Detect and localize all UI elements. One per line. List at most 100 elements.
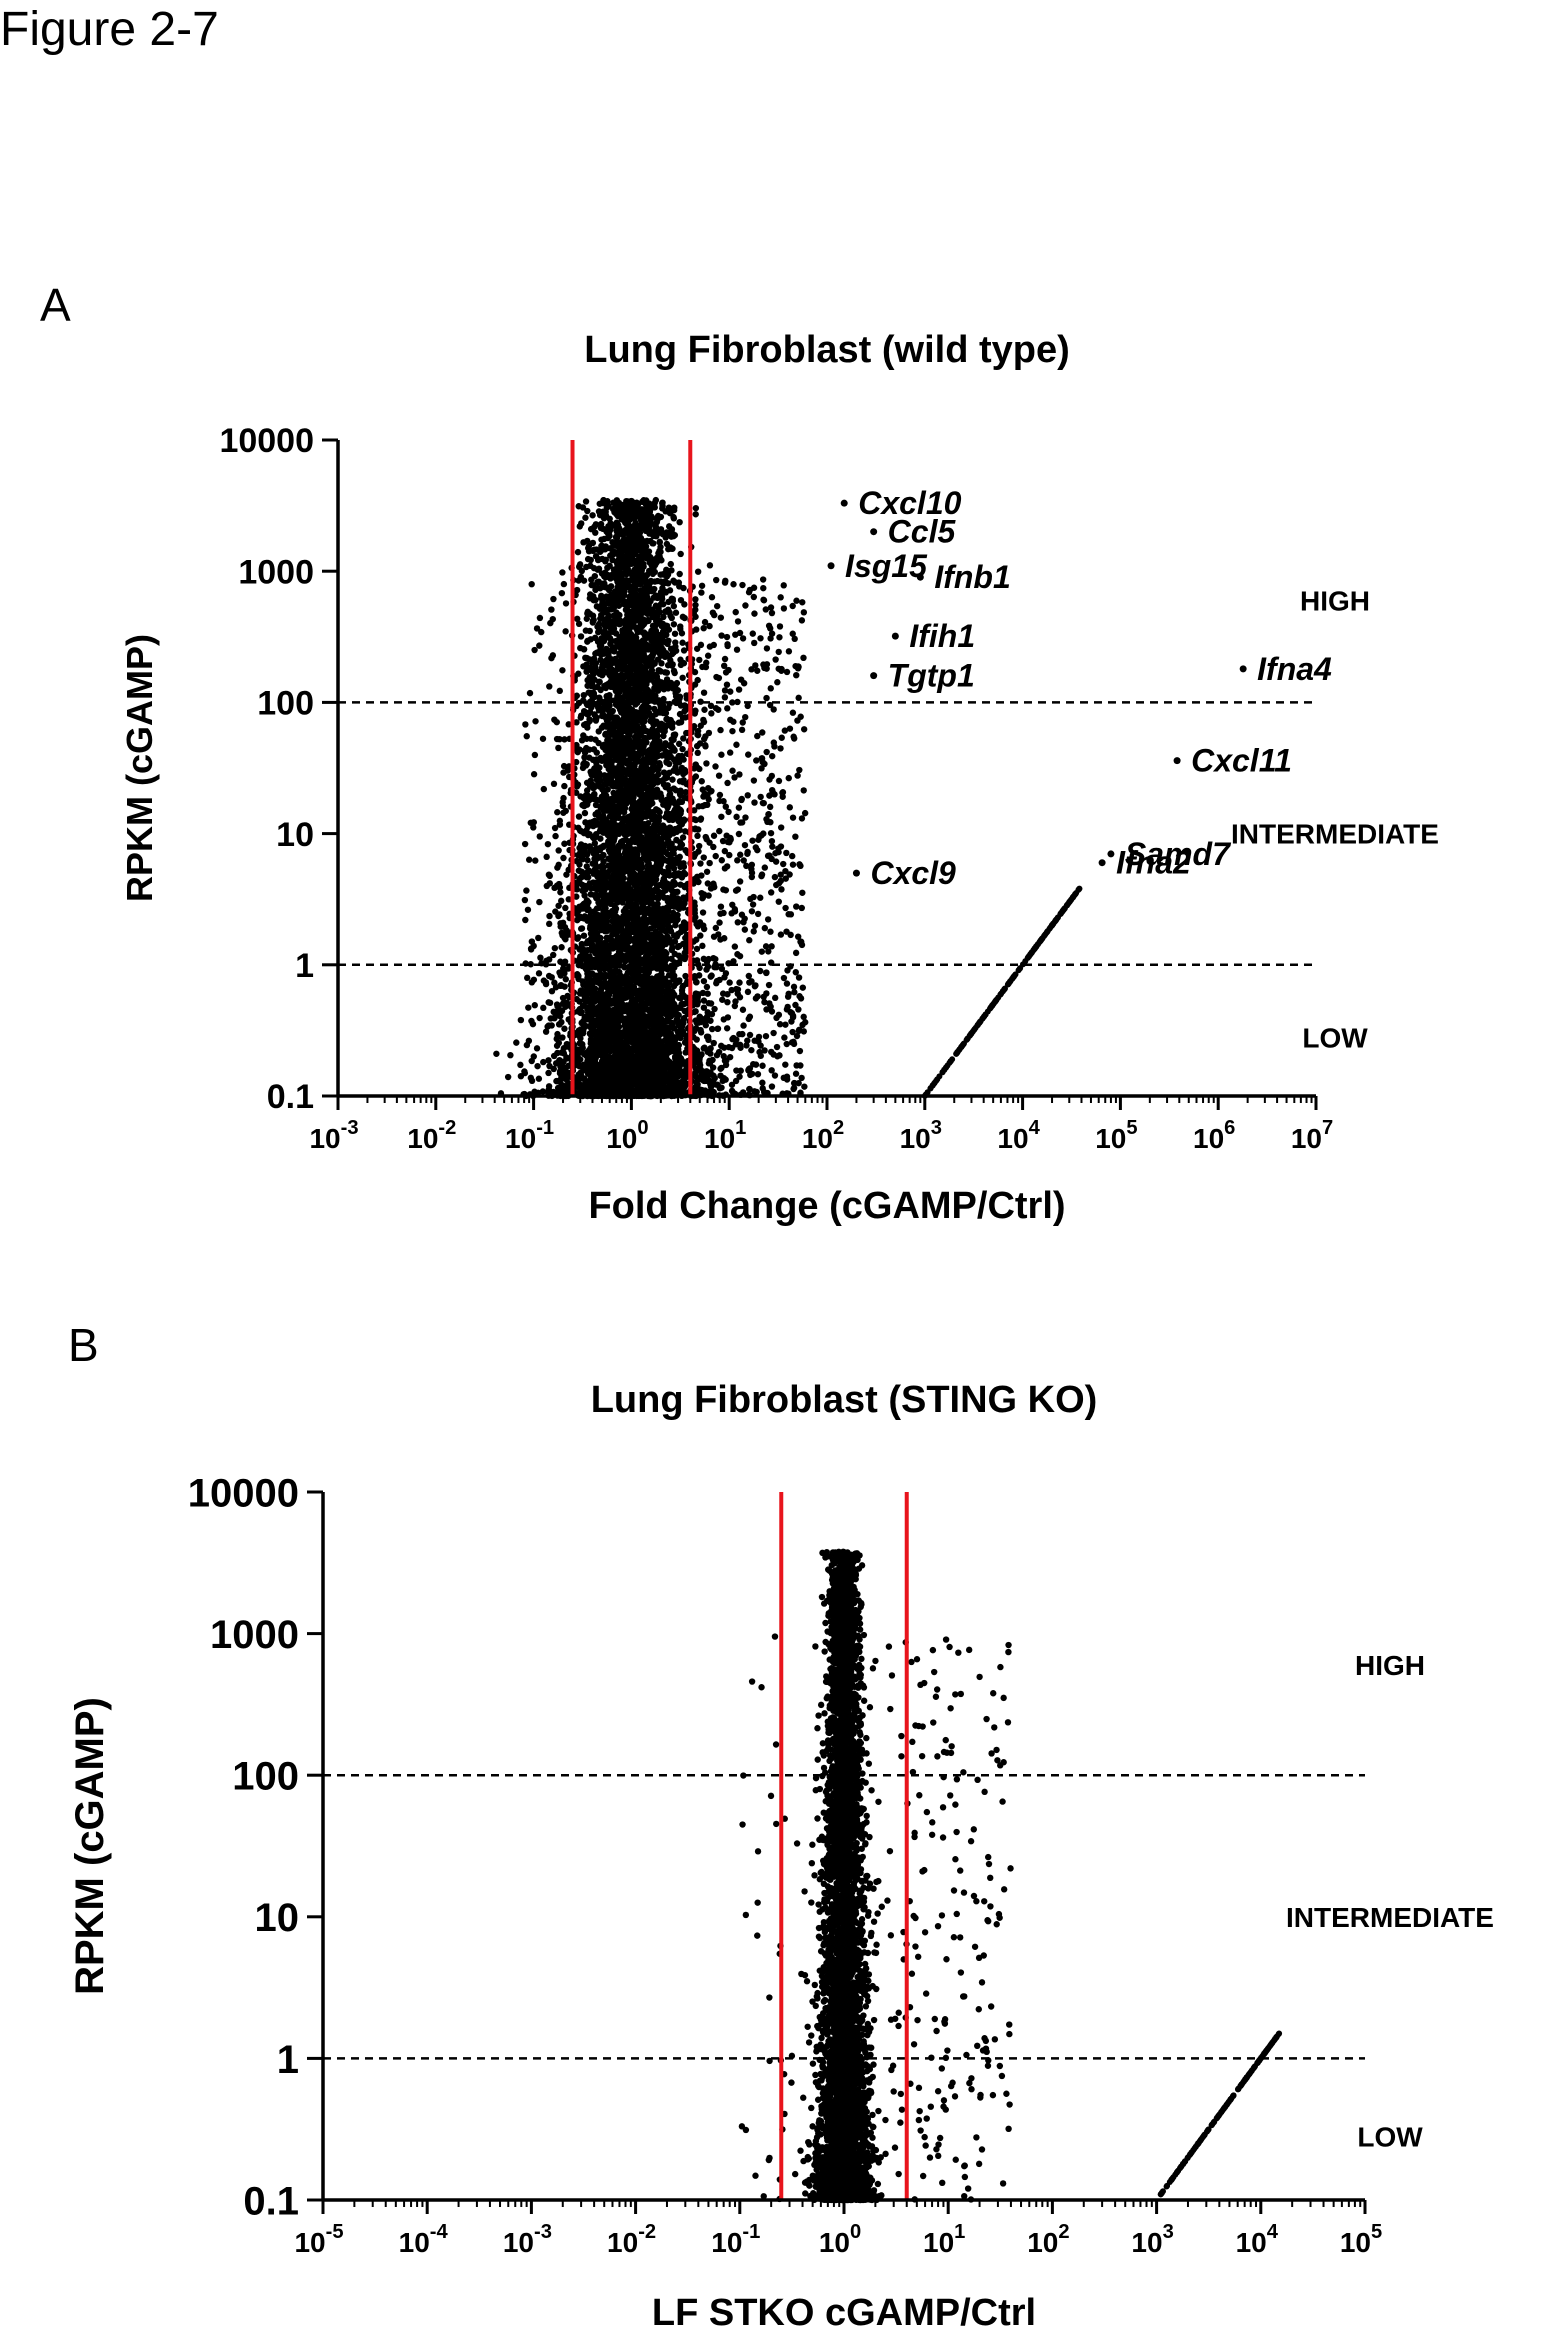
data-point xyxy=(578,567,586,575)
data-point xyxy=(556,687,563,695)
data-point xyxy=(558,944,565,951)
data-point xyxy=(558,897,565,905)
data-point xyxy=(669,650,676,658)
data-point xyxy=(607,572,614,579)
data-point xyxy=(697,860,704,867)
data-point xyxy=(523,887,530,894)
data-point xyxy=(545,920,553,928)
data-point xyxy=(679,639,686,646)
data-point xyxy=(614,702,622,710)
data-point xyxy=(718,857,726,864)
data-point xyxy=(543,882,551,890)
data-point xyxy=(667,719,675,726)
data-point xyxy=(504,1073,512,1081)
data-point xyxy=(556,817,564,825)
data-point xyxy=(610,968,617,976)
data-point xyxy=(535,1075,543,1082)
data-point xyxy=(493,1050,500,1057)
data-point xyxy=(578,1008,585,1016)
data-point xyxy=(692,596,699,603)
data-point xyxy=(580,577,588,584)
data-point xyxy=(582,627,590,634)
data-point xyxy=(536,1014,543,1022)
data-point xyxy=(579,504,587,511)
data-point xyxy=(675,719,683,726)
data-point xyxy=(586,831,593,838)
data-point xyxy=(595,678,603,686)
data-point xyxy=(677,596,685,604)
data-point xyxy=(722,803,730,810)
data-point xyxy=(606,911,613,919)
data-point xyxy=(665,545,672,553)
data-point xyxy=(582,882,589,890)
data-point xyxy=(545,1069,552,1077)
data-point xyxy=(700,1004,708,1011)
data-point xyxy=(671,959,678,966)
data-point xyxy=(692,504,700,512)
data-point xyxy=(586,779,593,787)
figure-title: Figure 2-7 xyxy=(0,3,219,56)
data-point xyxy=(579,856,586,863)
data-point xyxy=(560,854,567,862)
data-point xyxy=(680,647,688,654)
data-point xyxy=(597,835,604,842)
data-point xyxy=(661,669,669,676)
data-point xyxy=(561,1025,568,1032)
data-point xyxy=(659,889,667,896)
data-point xyxy=(551,944,559,952)
data-point xyxy=(667,741,675,748)
data-point xyxy=(582,654,589,662)
data-point xyxy=(663,758,670,765)
data-point xyxy=(574,548,582,556)
data-point xyxy=(700,977,708,985)
data-point xyxy=(607,552,614,559)
data-point xyxy=(597,615,604,622)
data-point xyxy=(586,867,593,875)
data-point xyxy=(692,825,699,832)
data-point xyxy=(675,740,683,748)
data-point xyxy=(591,860,599,867)
data-point xyxy=(546,912,553,920)
data-point xyxy=(710,832,718,839)
data-point xyxy=(594,623,601,630)
data-point xyxy=(560,809,567,816)
data-point xyxy=(706,562,714,569)
data-point xyxy=(559,569,566,576)
data-point xyxy=(641,708,648,715)
data-point xyxy=(596,783,603,790)
data-point xyxy=(575,813,583,820)
data-point xyxy=(555,861,562,869)
data-point xyxy=(563,871,570,878)
data-point xyxy=(647,537,654,545)
data-point xyxy=(576,523,583,530)
data-point xyxy=(553,1077,560,1085)
data-point xyxy=(598,815,605,822)
data-point xyxy=(575,670,582,677)
data-point xyxy=(601,628,608,636)
chart-panel-a: Lung Fibroblast (wild type)Cxcl10Ccl5Isg… xyxy=(119,329,1439,1227)
data-point xyxy=(668,614,675,622)
data-point xyxy=(581,809,589,817)
data-point xyxy=(607,697,615,704)
data-point xyxy=(694,676,701,684)
data-point xyxy=(607,583,615,590)
data-point xyxy=(590,564,598,572)
data-point xyxy=(555,744,562,752)
data-point xyxy=(652,788,660,795)
data-point xyxy=(521,896,529,904)
panel-letter-a: A xyxy=(40,279,71,331)
data-point xyxy=(635,624,642,632)
data-point xyxy=(517,1061,524,1069)
data-point xyxy=(697,698,704,705)
data-point xyxy=(559,994,567,1002)
scatter-points xyxy=(493,496,1083,1100)
data-point xyxy=(540,785,548,793)
data-point xyxy=(693,945,701,953)
data-point xyxy=(676,518,683,526)
data-point xyxy=(723,1025,731,1032)
data-point xyxy=(658,795,665,803)
data-point xyxy=(539,735,547,742)
data-point xyxy=(591,634,599,642)
data-point xyxy=(674,943,682,951)
data-point xyxy=(710,1072,717,1079)
